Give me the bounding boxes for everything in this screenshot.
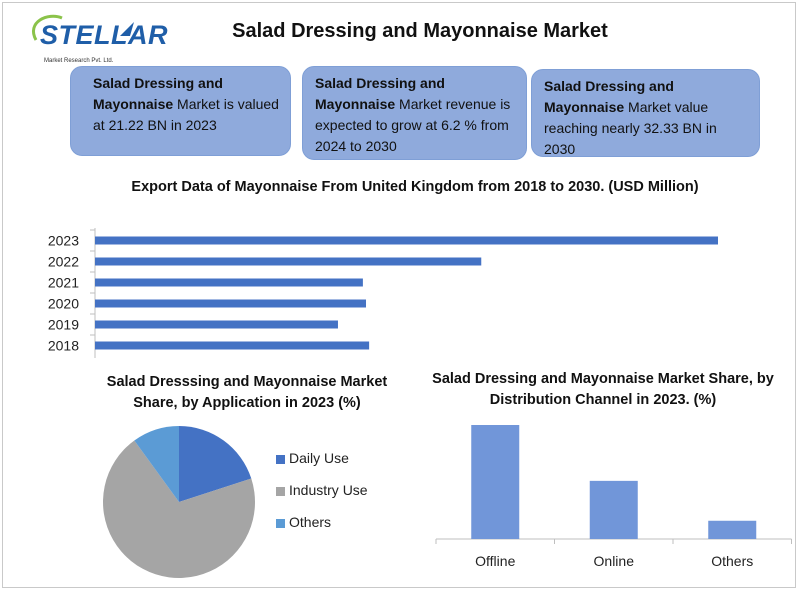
export-bar xyxy=(95,278,363,287)
export-bar-chart: 2023 2022 2021 2020 2019 2018 xyxy=(48,228,718,358)
logo-brand-name: STELLAR xyxy=(40,20,168,50)
export-bar xyxy=(95,341,370,350)
legend-swatch xyxy=(276,519,285,528)
export-bar xyxy=(95,257,482,266)
stat-box-bold-text: Salad Dressing and Mayonnaise xyxy=(315,75,445,112)
page-title: Salad Dressing and Mayonnaise Market xyxy=(232,20,608,42)
legend-label: Others xyxy=(289,514,332,530)
export-bar xyxy=(95,236,718,245)
distribution-bar xyxy=(471,425,520,539)
distribution-bar xyxy=(589,480,638,539)
pie-slice xyxy=(179,426,252,502)
distribution-bar xyxy=(708,520,757,539)
logo-tagline: Market Research Pvt. Ltd. xyxy=(44,58,114,64)
export-tick-label: 2018 xyxy=(48,338,79,354)
legend-label: Industry Use xyxy=(289,482,368,498)
stat-box-text: Market value reaching nearly 32.33 BN in… xyxy=(544,99,717,157)
application-pie-chart xyxy=(103,426,255,578)
export-tick-label: 2020 xyxy=(48,296,79,312)
stat-box-market-value: Salad Dressing and Mayonnaise Market is … xyxy=(70,66,291,156)
export-tick-label: 2019 xyxy=(48,317,79,333)
logo-swoosh-icon xyxy=(32,14,134,41)
export-tick-label: 2022 xyxy=(48,254,79,270)
distribution-bar-chart: Offline Online Others xyxy=(435,425,792,569)
stat-box-forecast-value: Salad Dressing and Mayonnaise Market val… xyxy=(531,69,760,157)
distribution-tick-label: Online xyxy=(594,553,635,569)
export-tick-label: 2021 xyxy=(48,275,79,291)
distribution-chart-title: Salad Dressing and Mayonnaise Market Sha… xyxy=(432,371,774,408)
distribution-tick-label: Offline xyxy=(475,553,515,569)
export-bar xyxy=(95,299,367,308)
export-chart-title: Export Data of Mayonnaise From United Ki… xyxy=(131,179,699,195)
export-bar xyxy=(95,320,338,329)
legend-swatch xyxy=(276,487,285,496)
stat-box-growth-rate: Salad Dressing and Mayonnaise Market rev… xyxy=(302,66,527,160)
distribution-tick-label: Others xyxy=(711,553,753,569)
legend-label: Daily Use xyxy=(289,450,349,466)
pie-slice xyxy=(103,440,255,578)
legend-swatch xyxy=(276,455,285,464)
export-tick-label: 2023 xyxy=(48,233,79,249)
stellar-logo: STELLAR Market Research Pvt. Ltd. xyxy=(18,10,168,64)
stat-box-bold-text: Salad Dressing and Mayonnaise xyxy=(93,75,223,112)
stat-box-bold-text: Salad Dressing and Mayonnaise xyxy=(544,78,674,115)
stat-box-text: Market revenue is expected to grow at 6.… xyxy=(315,96,511,154)
application-chart-title: Salad Dresssing and Mayonnaise Market Sh… xyxy=(106,374,388,411)
stat-box-text: Market is valued at 21.22 BN in 2023 xyxy=(93,96,279,133)
pie-slice xyxy=(134,426,179,502)
